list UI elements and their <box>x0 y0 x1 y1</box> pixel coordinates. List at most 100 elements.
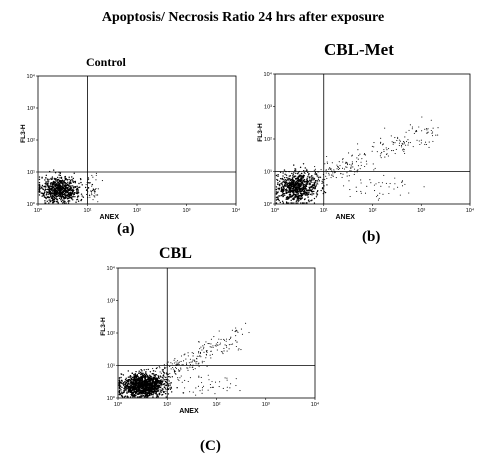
scatter-point <box>214 393 216 395</box>
scatter-point <box>73 191 76 194</box>
scatter-point <box>64 200 66 203</box>
scatter-point <box>146 396 149 398</box>
scatter-point <box>319 176 322 178</box>
scatter-point <box>292 197 295 199</box>
scatter-point <box>121 391 123 393</box>
scatter-point <box>189 391 191 393</box>
scatter-point <box>385 182 387 184</box>
scatter-point <box>95 179 97 181</box>
scatter-point <box>279 195 281 197</box>
scatter-point <box>43 194 45 196</box>
scatter-point <box>163 374 165 376</box>
scatter-point <box>156 382 159 384</box>
scatter-point <box>53 185 56 187</box>
scatter-point <box>383 150 385 153</box>
scatter-point <box>135 385 137 387</box>
scatter-point <box>431 132 433 134</box>
scatter-point <box>205 341 207 343</box>
scatter-point <box>356 170 358 172</box>
scatter-point <box>394 142 396 144</box>
scatter-point <box>72 181 75 184</box>
scatter-point <box>206 354 208 356</box>
scatter-point <box>343 185 345 187</box>
scatter-point <box>175 364 177 366</box>
scatter-point <box>278 187 281 190</box>
scatter-point <box>173 362 176 364</box>
scatter-point <box>56 180 59 182</box>
scatter-point <box>379 142 382 144</box>
scatter-point <box>152 388 154 390</box>
scatter-point <box>302 187 305 189</box>
scatter-point <box>341 167 344 169</box>
scatter-point <box>147 368 149 371</box>
scatter-point <box>293 194 295 196</box>
scatter-point <box>324 178 326 180</box>
scatter-point <box>304 167 306 169</box>
scatter-point <box>153 370 155 372</box>
scatter-point <box>63 189 66 191</box>
scatter-point <box>189 366 191 368</box>
scatter-point <box>45 183 47 185</box>
scatter-point <box>73 186 76 188</box>
scatter-point <box>353 173 355 175</box>
scatter-point <box>60 200 63 203</box>
scatter-point <box>176 364 178 366</box>
scatter-point <box>356 157 358 159</box>
scatter-point <box>131 385 134 387</box>
scatter-point <box>312 176 314 179</box>
scatter-point <box>164 392 167 395</box>
scatter-point <box>97 188 99 190</box>
scatter-point <box>148 388 150 390</box>
scatter-point <box>139 396 141 398</box>
scatter-point <box>41 195 43 197</box>
scatter-point <box>67 189 70 192</box>
scatter-point <box>334 170 336 172</box>
scatter-point <box>201 349 203 351</box>
scatter-point <box>93 195 95 197</box>
scatter-point <box>291 172 293 175</box>
scatter-point <box>196 361 198 363</box>
scatter-point <box>281 178 283 180</box>
scatter-point <box>211 381 213 383</box>
scatter-point <box>60 182 62 184</box>
scatter-point <box>291 182 293 184</box>
scatter-point <box>405 144 407 146</box>
scatter-point <box>182 392 184 394</box>
scatter-point <box>179 370 181 372</box>
scatter-point <box>67 202 70 204</box>
scatter-point <box>125 389 127 391</box>
scatter-point <box>142 372 144 375</box>
scatter-point <box>129 389 132 391</box>
scatter-point <box>152 396 154 398</box>
scatter-point <box>299 185 302 188</box>
scatter-point <box>62 180 64 182</box>
scatter-point <box>351 163 353 165</box>
scatter-point <box>77 190 80 192</box>
scatter-point <box>55 180 57 182</box>
scatter-point <box>66 191 69 194</box>
scatter-point <box>199 351 201 354</box>
scatter-point <box>118 389 121 392</box>
scatter-point <box>306 177 308 179</box>
scatter-point <box>314 168 316 170</box>
scatter-point <box>154 391 156 393</box>
scatter-point <box>176 363 178 365</box>
scatter-point <box>160 384 163 386</box>
scatter-point <box>333 172 335 174</box>
scatter-point <box>68 192 70 194</box>
scatter-point <box>92 176 94 178</box>
scatter-point <box>152 390 155 393</box>
x-tick-label: 10¹ <box>84 208 92 214</box>
scatter-point <box>285 170 287 173</box>
scatter-point <box>349 195 351 198</box>
scatter-point <box>169 373 171 375</box>
scatter-point <box>395 148 397 150</box>
scatter-point <box>293 202 295 204</box>
scatter-point <box>301 183 303 186</box>
scatter-point <box>248 332 250 334</box>
scatter-point <box>77 200 80 202</box>
scatter-point <box>346 172 348 174</box>
scatter-point <box>43 192 45 194</box>
scatter-point <box>399 140 401 142</box>
scatter-point <box>298 170 301 173</box>
